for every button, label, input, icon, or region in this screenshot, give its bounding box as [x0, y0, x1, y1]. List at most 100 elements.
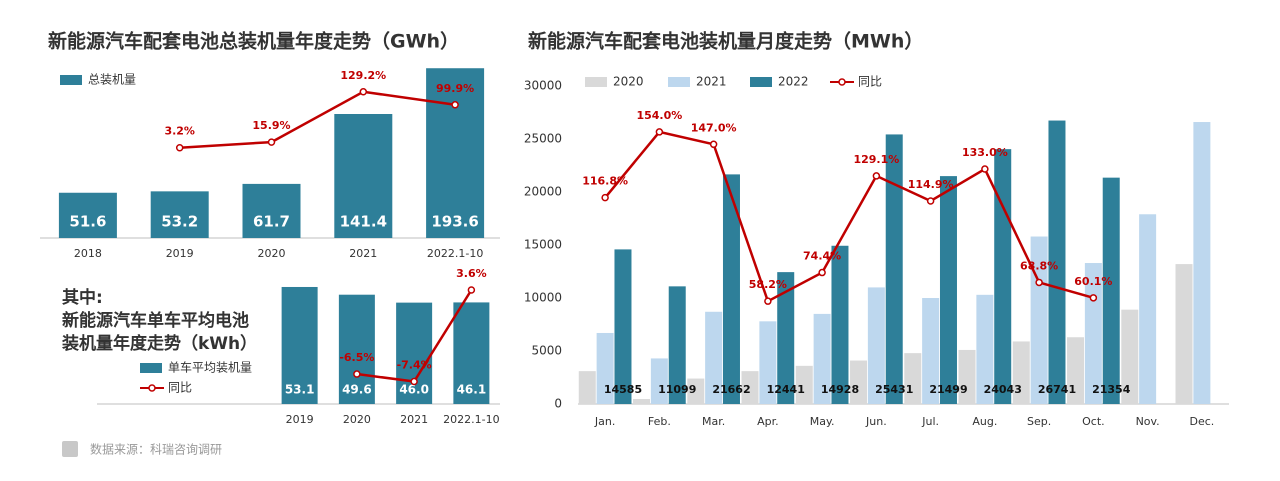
legend-swatch [585, 77, 607, 87]
bar [453, 302, 490, 404]
data-label: 74.4% [803, 250, 841, 263]
x-tick-label: 2019 [166, 247, 194, 260]
x-tick-label: Jun. [865, 415, 887, 428]
data-label: 116.8% [582, 175, 628, 188]
bar [242, 183, 301, 238]
bar [705, 311, 723, 404]
bar [633, 399, 651, 404]
x-tick-label: Dec. [1189, 415, 1214, 428]
bar [1048, 120, 1066, 404]
x-tick-label: Aug. [972, 415, 997, 428]
bar [668, 286, 686, 404]
chart-title: 其中: [62, 287, 103, 308]
data-label: -7.4% [397, 359, 432, 372]
legend-label: 单车平均装机量 [168, 360, 252, 375]
x-tick-label: Oct. [1082, 415, 1105, 428]
bar [813, 313, 831, 404]
x-tick-label: 2021 [349, 247, 377, 260]
bar [976, 294, 994, 404]
bar [1121, 309, 1139, 404]
x-tick-label: 2021 [400, 413, 428, 426]
x-tick-label: May. [810, 415, 835, 428]
x-tick-label: Mar. [702, 415, 725, 428]
x-tick-label: Jan. [594, 415, 615, 428]
data-label: 68.8% [1020, 259, 1058, 272]
chart-title: 新能源汽车配套电池总装机量年度走势（GWh） [48, 30, 459, 53]
data-label: 26741 [1038, 383, 1076, 396]
line-marker [926, 197, 935, 205]
line-marker [175, 143, 184, 152]
bar [578, 371, 596, 404]
bar [1012, 341, 1030, 404]
x-tick-label: 2020 [343, 413, 371, 426]
bar [867, 287, 885, 404]
data-label: 147.0% [691, 121, 737, 134]
bar [904, 353, 922, 404]
bar [1030, 236, 1048, 404]
data-label: 193.6 [431, 213, 478, 231]
source-icon [62, 441, 78, 457]
data-label: 12441 [767, 383, 805, 396]
x-tick-label: Apr. [757, 415, 779, 428]
data-label: 61.7 [253, 213, 290, 231]
legend-swatch [60, 75, 82, 85]
line-marker [764, 297, 772, 305]
line-marker [1035, 278, 1043, 287]
data-label: 21662 [712, 383, 750, 396]
line-marker [872, 172, 881, 180]
chart-title: 新能源汽车配套电池装机量月度走势（MWh） [528, 30, 923, 53]
bar [958, 349, 976, 404]
bar [741, 371, 759, 404]
bar [1193, 122, 1211, 404]
data-label: 58.2% [749, 278, 787, 291]
bar [885, 134, 903, 404]
bar [795, 365, 813, 404]
x-tick-label: Feb. [648, 415, 671, 428]
line [179, 90, 456, 149]
line-marker [601, 193, 609, 202]
legend-swatch [668, 77, 690, 87]
bar [396, 302, 433, 404]
line-marker [655, 128, 664, 136]
line-marker [1089, 294, 1098, 302]
y-tick-label: 5000 [531, 344, 562, 358]
data-label: 24043 [984, 383, 1022, 396]
x-tick-label: 2018 [74, 247, 102, 260]
bar [1139, 214, 1157, 404]
bar [614, 249, 632, 404]
data-label: 21499 [929, 383, 967, 396]
bar [759, 321, 777, 404]
y-tick-label: 0 [554, 397, 562, 411]
bar [281, 286, 318, 404]
legend-label: 总装机量 [88, 73, 136, 87]
data-label: 3.6% [456, 267, 487, 280]
bar [722, 174, 740, 404]
data-label: 51.6 [69, 213, 106, 231]
chart-title: 新能源汽车单车平均电池 [62, 310, 249, 331]
x-tick-label: Sep. [1027, 415, 1051, 428]
line-marker [359, 88, 368, 96]
legend-swatch [750, 77, 772, 87]
y-tick-label: 25000 [524, 132, 562, 146]
line [604, 130, 1094, 303]
bar [994, 149, 1012, 404]
data-label: 14585 [604, 383, 642, 396]
bar [426, 68, 485, 238]
x-tick-label: 2019 [286, 413, 314, 426]
bar [831, 245, 849, 404]
chart-title: 装机量年度走势（kWh） [61, 333, 257, 354]
data-label: 129.1% [853, 153, 899, 166]
legend-swatch [140, 363, 162, 373]
data-label: 99.9% [436, 82, 474, 95]
data-label: 154.0% [636, 109, 682, 122]
bar [1084, 263, 1102, 404]
bar [596, 332, 614, 404]
bar [777, 272, 795, 404]
bar [1102, 177, 1120, 404]
bar [1067, 337, 1085, 404]
data-label: 114.9% [908, 178, 954, 191]
data-label: 60.1% [1074, 275, 1112, 288]
bar [1175, 264, 1193, 404]
